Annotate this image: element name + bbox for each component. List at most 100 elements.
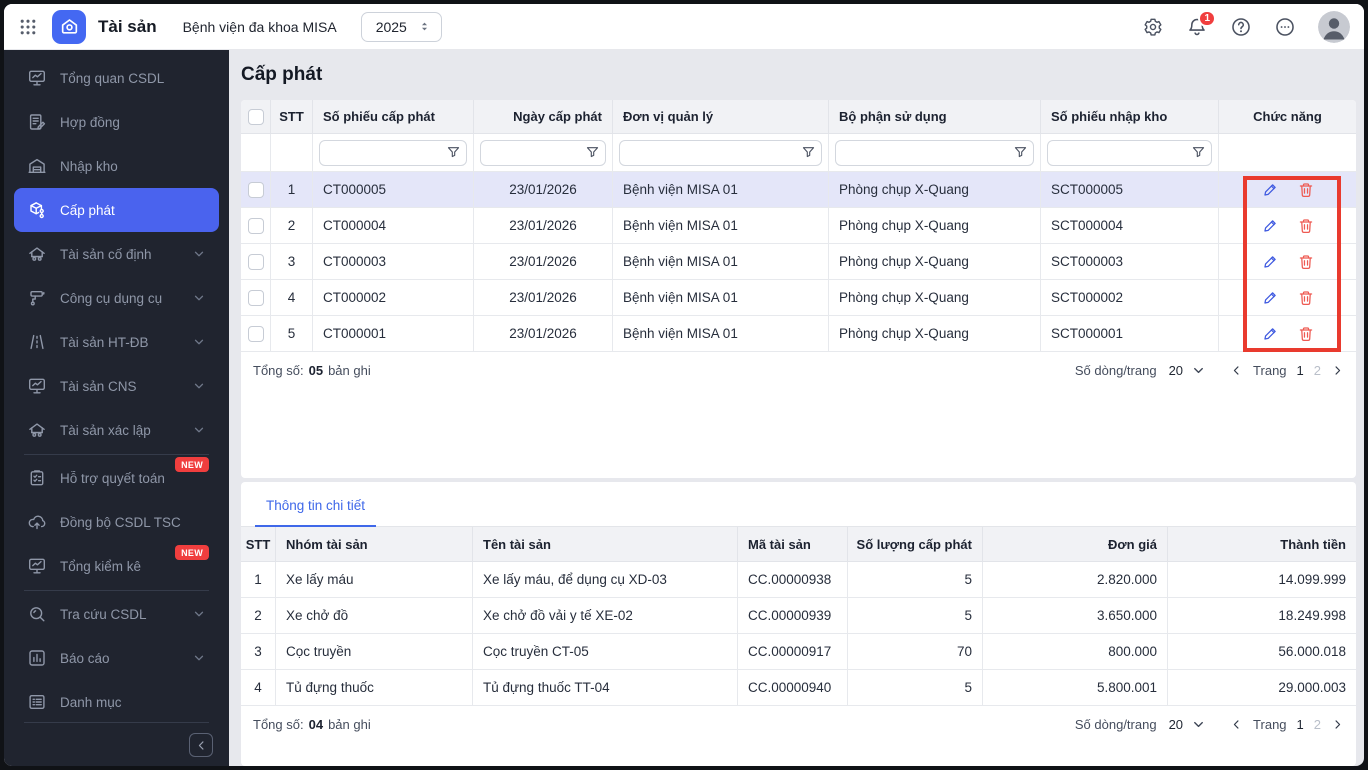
page-number-2[interactable]: 2 bbox=[1313, 362, 1321, 378]
filter-funnel-icon[interactable] bbox=[580, 141, 605, 165]
user-avatar[interactable] bbox=[1318, 10, 1350, 43]
sidebar-item-tai-san-cns[interactable]: Tài sản CNS bbox=[14, 364, 219, 408]
sidebar-item-tai-san-ht-db[interactable]: Tài sản HT-ĐB bbox=[14, 320, 219, 364]
detail-col-so-luong-cap-phat[interactable]: Số lượng cấp phát bbox=[848, 527, 983, 562]
table-row[interactable]: 5 CT000001 23/01/2026 Bệnh viện MISA 01 … bbox=[241, 316, 1356, 352]
sidebar-item-tra-cuu-csdl[interactable]: Tra cứu CSDL bbox=[14, 592, 219, 636]
table-row[interactable]: 4 CT000002 23/01/2026 Bệnh viện MISA 01 … bbox=[241, 280, 1356, 316]
next-page-icon[interactable] bbox=[1331, 364, 1344, 377]
delete-icon[interactable] bbox=[1297, 181, 1315, 199]
filter-input-ngay-cap-phat[interactable] bbox=[481, 140, 580, 165]
edit-icon[interactable] bbox=[1261, 217, 1279, 235]
sidebar-item-dong-bo-csdl-tsc[interactable]: Đồng bộ CSDL TSC bbox=[14, 500, 219, 544]
edit-icon[interactable] bbox=[1261, 253, 1279, 271]
page-number-2[interactable]: 2 bbox=[1313, 716, 1321, 732]
sidebar-item-label: Hỗ trợ quyết toán bbox=[60, 470, 165, 486]
settings-gear-icon[interactable] bbox=[1142, 16, 1164, 38]
prev-page-icon[interactable] bbox=[1230, 718, 1243, 731]
edit-icon[interactable] bbox=[1261, 181, 1279, 199]
pagination: Trang 1 2 bbox=[1230, 363, 1344, 378]
table-row[interactable]: 3 CT000003 23/01/2026 Bệnh viện MISA 01 … bbox=[241, 244, 1356, 280]
detail-col-ma-tai-san[interactable]: Mã tài sản bbox=[738, 527, 848, 562]
edit-icon[interactable] bbox=[1261, 289, 1279, 307]
sidebar-footer bbox=[4, 724, 229, 766]
filter-input-bo-phan-su-dung[interactable] bbox=[836, 140, 1008, 165]
sidebar-divider bbox=[24, 721, 209, 723]
total-count: 04 bbox=[308, 716, 324, 732]
chevron-down-icon[interactable] bbox=[1191, 363, 1206, 378]
prev-page-icon[interactable] bbox=[1230, 364, 1243, 377]
page-number-1[interactable]: 1 bbox=[1296, 362, 1304, 378]
filter-input-don-vi-quan-ly[interactable] bbox=[620, 140, 796, 165]
main-content: Cấp phát STT Số phiếu cấp phát Ngày cấp … bbox=[229, 50, 1364, 766]
chevron-left-icon bbox=[195, 739, 208, 752]
detail-col-stt[interactable]: STT bbox=[241, 527, 276, 562]
row-checkbox[interactable] bbox=[247, 217, 264, 234]
edit-icon[interactable] bbox=[1261, 325, 1279, 343]
col-header-so-phieu-nhap-kho[interactable]: Số phiếu nhập kho bbox=[1041, 100, 1219, 134]
rows-per-page-value[interactable]: 20 bbox=[1168, 362, 1184, 378]
app-launcher-grid-icon[interactable] bbox=[18, 17, 38, 37]
sidebar-item-danh-muc[interactable]: Danh mục bbox=[14, 680, 219, 720]
app-logo[interactable] bbox=[52, 9, 86, 44]
filter-input-so-phieu-cap-phat[interactable] bbox=[320, 140, 441, 165]
filter-funnel-icon[interactable] bbox=[1186, 141, 1211, 165]
detail-col-don-gia[interactable]: Đơn giá bbox=[983, 527, 1168, 562]
detail-row[interactable]: 2 Xe chở đồ Xe chở đồ vải y tế XE-02 CC.… bbox=[241, 598, 1356, 634]
help-icon[interactable] bbox=[1230, 16, 1252, 38]
notification-bell-icon[interactable]: 1 bbox=[1186, 9, 1216, 38]
filter-funnel-icon[interactable] bbox=[796, 141, 821, 165]
sidebar-nav: Tổng quan CSDL Hợp đồng bbox=[4, 56, 229, 720]
detail-col-ten-tai-san[interactable]: Tên tài sản bbox=[473, 527, 738, 562]
tab-thong-tin-chi-tiet[interactable]: Thông tin chi tiết bbox=[255, 498, 377, 527]
sidebar-item-tai-san-xac-lap[interactable]: Tài sản xác lập bbox=[14, 408, 219, 452]
sidebar-collapse-button[interactable] bbox=[189, 733, 213, 757]
select-all-checkbox[interactable] bbox=[247, 108, 264, 125]
col-header-ngay-cap-phat[interactable]: Ngày cấp phát bbox=[474, 100, 613, 134]
sidebar-item-tai-san-co-dinh[interactable]: Tài sản cố định bbox=[14, 232, 219, 276]
sidebar-item-bao-cao[interactable]: Báo cáo bbox=[14, 636, 219, 680]
col-header-chuc-nang[interactable]: Chức năng bbox=[1219, 100, 1356, 134]
sidebar-item-tong-quan-csdl[interactable]: Tổng quan CSDL bbox=[14, 56, 219, 100]
sidebar-item-tong-kiem-ke[interactable]: Tổng kiểm kê NEW bbox=[14, 544, 219, 588]
col-header-don-vi-quan-ly[interactable]: Đơn vị quản lý bbox=[613, 100, 829, 134]
detail-row[interactable]: 3 Cọc truyền Cọc truyền CT-05 CC.0000091… bbox=[241, 634, 1356, 670]
col-header-bo-phan-su-dung[interactable]: Bộ phận sử dụng bbox=[829, 100, 1041, 134]
col-header-so-phieu-cap-phat[interactable]: Số phiếu cấp phát bbox=[313, 100, 474, 134]
table-row[interactable]: 1 CT000005 23/01/2026 Bệnh viện MISA 01 … bbox=[241, 172, 1356, 208]
filter-funnel-icon[interactable] bbox=[441, 141, 466, 165]
next-page-icon[interactable] bbox=[1331, 718, 1344, 731]
row-checkbox[interactable] bbox=[247, 289, 264, 306]
table-row[interactable]: 2 CT000004 23/01/2026 Bệnh viện MISA 01 … bbox=[241, 208, 1356, 244]
page-number-1[interactable]: 1 bbox=[1296, 716, 1304, 732]
sidebar-item-label: Tài sản CNS bbox=[60, 378, 137, 394]
sidebar-item-nhap-kho[interactable]: Nhập kho bbox=[14, 144, 219, 188]
sidebar-item-icon bbox=[27, 376, 47, 396]
detail-col-nhom-tai-san[interactable]: Nhóm tài sản bbox=[276, 527, 473, 562]
detail-col-thanh-tien[interactable]: Thành tiền bbox=[1168, 527, 1356, 562]
col-header-stt[interactable]: STT bbox=[271, 100, 313, 134]
delete-icon[interactable] bbox=[1297, 217, 1315, 235]
delete-icon[interactable] bbox=[1297, 253, 1315, 271]
rows-per-page-value[interactable]: 20 bbox=[1168, 716, 1184, 732]
filter-input-so-phieu-nhap-kho[interactable] bbox=[1048, 140, 1186, 165]
sidebar-item-icon bbox=[27, 288, 47, 308]
sidebar-item-cap-phat[interactable]: Cấp phát bbox=[14, 188, 219, 232]
row-checkbox[interactable] bbox=[247, 181, 264, 198]
more-options-icon[interactable] bbox=[1274, 16, 1296, 38]
row-checkbox[interactable] bbox=[247, 325, 264, 342]
detail-row[interactable]: 1 Xe lấy máu Xe lấy máu, để dụng cụ XD-0… bbox=[241, 562, 1356, 598]
detail-row[interactable]: 4 Tủ đựng thuốc Tủ đựng thuốc TT-04 CC.0… bbox=[241, 670, 1356, 706]
chevron-down-icon[interactable] bbox=[1191, 717, 1206, 732]
filter-funnel-icon[interactable] bbox=[1008, 141, 1033, 165]
sidebar-item-ho-tro-quyet-toan[interactable]: Hỗ trợ quyết toán NEW bbox=[14, 456, 219, 500]
topbar: Tài sản Bệnh viện đa khoa MISA 2025 1 bbox=[4, 4, 1364, 50]
stepper-icon[interactable] bbox=[417, 19, 432, 34]
row-checkbox[interactable] bbox=[247, 253, 264, 270]
delete-icon[interactable] bbox=[1297, 289, 1315, 307]
sidebar-item-hop-dong[interactable]: Hợp đồng bbox=[14, 100, 219, 144]
delete-icon[interactable] bbox=[1297, 325, 1315, 343]
sidebar-item-cong-cu-dung-cu[interactable]: Công cụ dụng cụ bbox=[14, 276, 219, 320]
sidebar-item-icon bbox=[27, 648, 47, 668]
year-select[interactable]: 2025 bbox=[360, 11, 442, 42]
